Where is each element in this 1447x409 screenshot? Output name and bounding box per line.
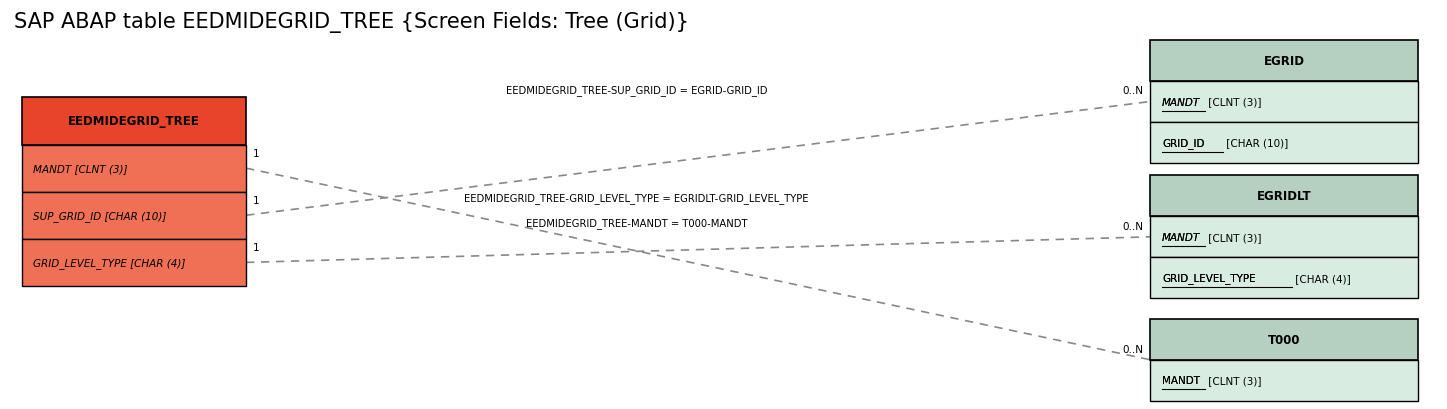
Text: MANDT: MANDT <box>1162 232 1200 242</box>
Text: T000: T000 <box>1268 333 1301 346</box>
Text: MANDT: MANDT <box>1162 97 1200 107</box>
FancyBboxPatch shape <box>1150 319 1418 360</box>
Text: 0..N: 0..N <box>1121 344 1143 354</box>
Text: [CLNT (3)]: [CLNT (3)] <box>1205 232 1262 242</box>
Text: 0..N: 0..N <box>1121 86 1143 96</box>
FancyBboxPatch shape <box>22 192 246 239</box>
Text: MANDT: MANDT <box>1162 375 1200 385</box>
Text: MANDT [CLNT (3)]: MANDT [CLNT (3)] <box>33 164 127 174</box>
Text: EEDMIDEGRID_TREE: EEDMIDEGRID_TREE <box>68 115 200 128</box>
Text: [CHAR (4)]: [CHAR (4)] <box>1292 273 1351 283</box>
Text: EEDMIDEGRID_TREE-SUP_GRID_ID = EGRID-GRID_ID: EEDMIDEGRID_TREE-SUP_GRID_ID = EGRID-GRI… <box>506 85 767 95</box>
Text: SUP_GRID_ID [CHAR (10)]: SUP_GRID_ID [CHAR (10)] <box>33 210 166 221</box>
Text: EEDMIDEGRID_TREE-MANDT = T000-MANDT: EEDMIDEGRID_TREE-MANDT = T000-MANDT <box>525 218 748 228</box>
FancyBboxPatch shape <box>1150 360 1418 401</box>
Text: MANDT: MANDT <box>1162 375 1200 385</box>
Text: GRID_ID: GRID_ID <box>1162 138 1204 148</box>
Text: [CLNT (3)]: [CLNT (3)] <box>1205 375 1262 385</box>
Text: GRID_ID: GRID_ID <box>1162 138 1204 148</box>
Text: 0..N: 0..N <box>1121 221 1143 231</box>
FancyBboxPatch shape <box>22 145 246 192</box>
Text: GRID_LEVEL_TYPE [CHAR (4)]: GRID_LEVEL_TYPE [CHAR (4)] <box>33 257 185 268</box>
Text: GRID_LEVEL_TYPE: GRID_LEVEL_TYPE <box>1162 273 1256 283</box>
Text: 1: 1 <box>253 196 260 205</box>
Text: 1: 1 <box>253 243 260 252</box>
Text: MANDT: MANDT <box>1162 97 1200 107</box>
FancyBboxPatch shape <box>1150 82 1418 123</box>
FancyBboxPatch shape <box>1150 217 1418 258</box>
Text: SAP ABAP table EEDMIDEGRID_TREE {Screen Fields: Tree (Grid)}: SAP ABAP table EEDMIDEGRID_TREE {Screen … <box>14 12 689 33</box>
Text: EGRID: EGRID <box>1263 55 1305 68</box>
FancyBboxPatch shape <box>1150 258 1418 299</box>
FancyBboxPatch shape <box>22 239 246 286</box>
FancyBboxPatch shape <box>22 98 246 145</box>
Text: MANDT: MANDT <box>1162 232 1200 242</box>
Text: 1: 1 <box>253 148 260 158</box>
FancyBboxPatch shape <box>1150 123 1418 164</box>
Text: [CHAR (10)]: [CHAR (10)] <box>1223 138 1288 148</box>
Text: [CLNT (3)]: [CLNT (3)] <box>1205 97 1262 107</box>
Text: GRID_LEVEL_TYPE: GRID_LEVEL_TYPE <box>1162 273 1256 283</box>
Text: EEDMIDEGRID_TREE-GRID_LEVEL_TYPE = EGRIDLT-GRID_LEVEL_TYPE: EEDMIDEGRID_TREE-GRID_LEVEL_TYPE = EGRID… <box>464 193 809 204</box>
Text: EGRIDLT: EGRIDLT <box>1257 190 1311 203</box>
FancyBboxPatch shape <box>1150 41 1418 82</box>
FancyBboxPatch shape <box>1150 176 1418 217</box>
